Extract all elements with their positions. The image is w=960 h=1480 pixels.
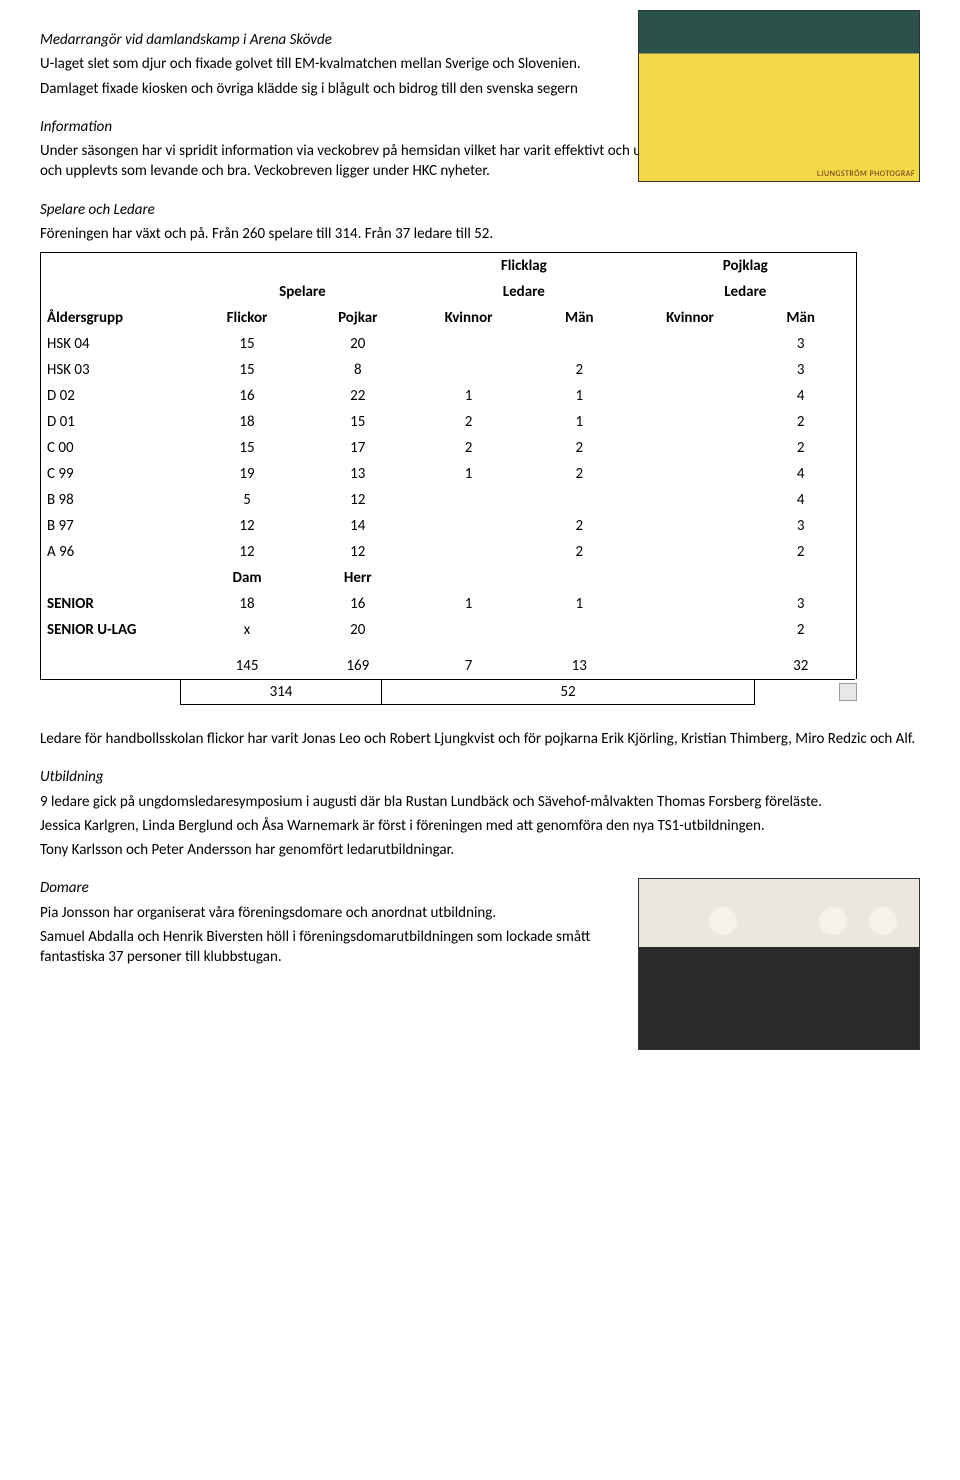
th-ledare2: Ledare — [635, 279, 856, 305]
section-utbildning: Utbildning 9 ledare gick på ungdomsledar… — [40, 767, 920, 860]
th-flicklag: Flicklag — [413, 253, 634, 279]
domare-text-block: Domare Pia Jonsson har organiserat våra … — [40, 878, 600, 967]
white-patch — [42, 254, 152, 276]
group-header-row: Spelare Ledare Ledare — [41, 279, 856, 305]
super-header-row: Flicklag Pojklag — [41, 253, 856, 279]
utbildning-p1: 9 ledare gick på ungdomsledaresymposium … — [40, 792, 920, 812]
domare-p2: Samuel Abdalla och Henrik Biversten höll… — [40, 927, 600, 968]
top-photo: LJUNGSTRÖM PHOTOGRAF — [638, 10, 920, 182]
th-pojkar: Pojkar — [302, 305, 413, 331]
photo-credit: LJUNGSTRÖM PHOTOGRAF — [817, 169, 915, 179]
table-row: HSK 0315823 — [41, 357, 856, 383]
table-row: B 985124 — [41, 487, 856, 513]
heading-utbildning: Utbildning — [40, 767, 920, 787]
ledare-text: Ledare för handbollsskolan flickor har v… — [40, 729, 920, 749]
th-ledare1: Ledare — [413, 279, 634, 305]
section-domare: Domare Pia Jonsson har organiserat våra … — [40, 878, 920, 967]
data-table: Flicklag Pojklag Spelare Ledare Ledare Å… — [41, 253, 856, 679]
table-row: A 96121222 — [41, 539, 856, 565]
senior-u-row: SENIOR U-LAG x 20 2 — [41, 617, 856, 643]
totals-row: 145 169 7 13 32 — [41, 643, 856, 679]
table-row: B 97121423 — [41, 513, 856, 539]
th-spelare: Spelare — [192, 279, 413, 305]
section-ledare-text: Ledare för handbollsskolan flickor har v… — [40, 729, 920, 749]
utbildning-p2: Jessica Karlgren, Linda Berglund och Åsa… — [40, 816, 920, 836]
top-p2: Damlaget fixade kiosken och övriga klädd… — [40, 79, 660, 99]
domare-p1: Pia Jonsson har organiserat våra förenin… — [40, 903, 600, 923]
table-wrapper: Flicklag Pojklag Spelare Ledare Ledare Å… — [40, 252, 857, 679]
senior-row: SENIOR 18 16 1 1 3 — [41, 591, 856, 617]
th-man2: Män — [745, 305, 856, 331]
dam-herr-row: Dam Herr — [41, 565, 856, 591]
th-flickor: Flickor — [192, 305, 303, 331]
heading-medarrangor: Medarrangör vid damlandskamp i Arena Skö… — [40, 30, 660, 50]
utbildning-p3: Tony Karlsson och Peter Andersson har ge… — [40, 840, 920, 860]
top-p1: U-laget slet som djur och fixade golvet … — [40, 54, 660, 74]
bottom-photo — [638, 878, 920, 1050]
top-text-block: Medarrangör vid damlandskamp i Arena Skö… — [40, 30, 660, 99]
scroll-corner-icon — [839, 683, 857, 701]
table-row: C 991913124 — [41, 461, 856, 487]
table-row: HSK 0415203 — [41, 331, 856, 357]
section-spelare: Spelare och Ledare Föreningen har växt o… — [40, 200, 920, 706]
table-row: D 021622114 — [41, 383, 856, 409]
heading-spelare: Spelare och Ledare — [40, 200, 920, 220]
table-row: C 001517222 — [41, 435, 856, 461]
spelare-body: Föreningen har växt och på. Från 260 spe… — [40, 224, 920, 244]
top-section: LJUNGSTRÖM PHOTOGRAF Medarrangör vid dam… — [40, 30, 920, 99]
grand-total-row: 314 52 — [40, 679, 855, 705]
table-row: D 011815212 — [41, 409, 856, 435]
th-man1: Män — [524, 305, 635, 331]
cell-herr: Herr — [302, 565, 413, 591]
th-age: Åldersgrupp — [41, 305, 192, 331]
col-header-row: Åldersgrupp Flickor Pojkar Kvinnor Män K… — [41, 305, 856, 331]
cell-dam: Dam — [192, 565, 303, 591]
th-kvinnor2: Kvinnor — [635, 305, 746, 331]
th-kvinnor1: Kvinnor — [413, 305, 524, 331]
th-pojklag: Pojklag — [635, 253, 856, 279]
grand-players: 314 — [180, 679, 382, 705]
grand-leaders: 52 — [382, 679, 755, 705]
heading-domare: Domare — [40, 878, 600, 898]
